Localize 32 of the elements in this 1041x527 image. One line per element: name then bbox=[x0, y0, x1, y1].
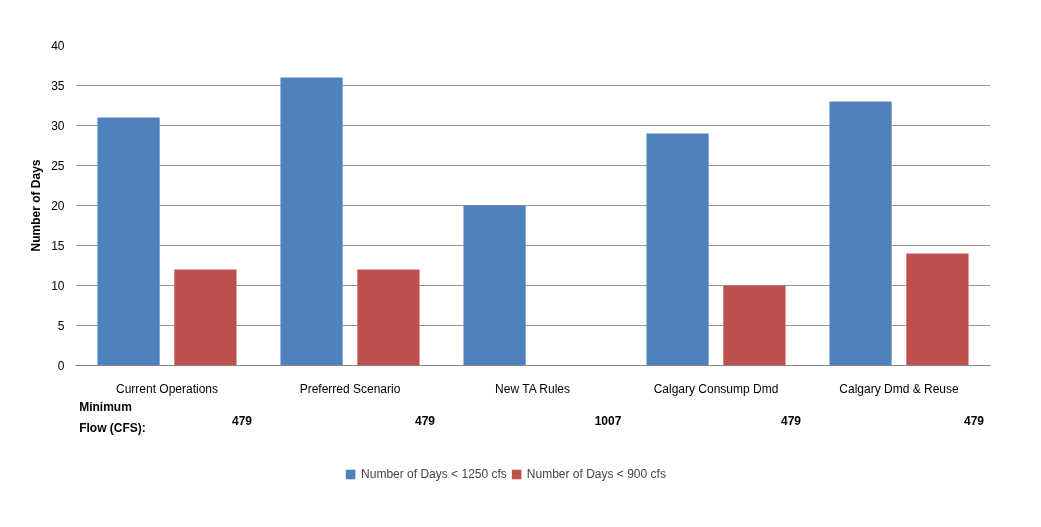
text: 479 bbox=[414, 413, 436, 428]
text: Minimum Flow (CFS): bbox=[79, 400, 146, 436]
y-tick-label: 5 bbox=[57, 319, 65, 333]
y-axis-title: Number of Days bbox=[29, 159, 44, 252]
bar bbox=[174, 269, 237, 366]
legend-label: Number of Days < 1250 cfs bbox=[361, 467, 507, 481]
bar bbox=[463, 205, 526, 366]
bar bbox=[280, 77, 343, 366]
text: 479 bbox=[231, 413, 253, 428]
y-tick-label: 0 bbox=[57, 359, 65, 373]
x-tick-label: New TA Rules bbox=[495, 381, 571, 396]
y-tick-label: 20 bbox=[51, 199, 65, 213]
bar bbox=[646, 133, 709, 366]
x-tick-label: Calgary Consump Dmd bbox=[653, 381, 779, 396]
x-tick-label: Preferred Scenario bbox=[299, 381, 401, 396]
y-tick-label: 25 bbox=[51, 159, 65, 173]
text: 479 bbox=[780, 413, 802, 428]
y-tick-label: 15 bbox=[51, 239, 65, 253]
y-tick-label: 30 bbox=[51, 119, 65, 133]
bar bbox=[723, 285, 786, 366]
bar bbox=[829, 101, 892, 366]
bar bbox=[906, 253, 969, 366]
text: 479 bbox=[963, 413, 985, 428]
y-tick-label: 40 bbox=[51, 39, 65, 53]
legend-label: Number of Days < 900 cfs bbox=[526, 467, 666, 481]
x-tick-label: Calgary Dmd & Reuse bbox=[839, 381, 960, 396]
x-tick-label: Current Operations bbox=[115, 381, 219, 396]
bar bbox=[97, 117, 160, 366]
y-tick-label: 35 bbox=[51, 79, 65, 93]
text: 1007 bbox=[594, 413, 622, 428]
bar bbox=[357, 269, 420, 366]
y-tick-label: 10 bbox=[51, 279, 65, 293]
